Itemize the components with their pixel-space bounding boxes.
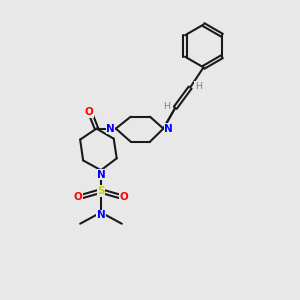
Text: O: O bbox=[85, 107, 93, 117]
Text: N: N bbox=[106, 124, 115, 134]
Text: H: H bbox=[195, 82, 202, 91]
Text: N: N bbox=[97, 210, 105, 220]
Text: O: O bbox=[120, 192, 128, 202]
Text: O: O bbox=[74, 192, 82, 202]
Text: H: H bbox=[164, 102, 170, 111]
Text: S: S bbox=[97, 186, 105, 196]
Text: N: N bbox=[164, 124, 173, 134]
Text: N: N bbox=[97, 170, 105, 180]
